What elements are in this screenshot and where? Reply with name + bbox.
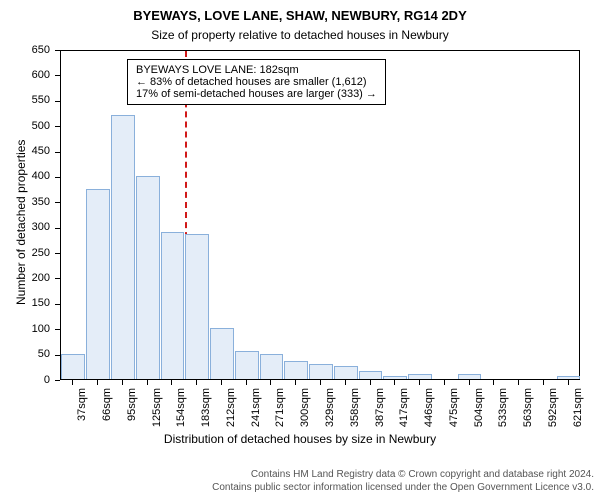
x-tick-label: 417sqm — [398, 388, 410, 438]
x-tick-mark — [122, 380, 123, 385]
y-tick-label: 0 — [0, 374, 50, 386]
x-tick-label: 183sqm — [200, 388, 212, 438]
y-tick-mark — [55, 228, 60, 229]
y-tick-mark — [55, 75, 60, 76]
y-tick-mark — [55, 380, 60, 381]
x-tick-label: 66sqm — [101, 388, 113, 438]
y-tick-mark — [55, 177, 60, 178]
y-tick-label: 450 — [0, 145, 50, 157]
x-tick-label: 358sqm — [349, 388, 361, 438]
histogram-bar — [284, 361, 308, 379]
y-tick-label: 250 — [0, 247, 50, 259]
y-tick-mark — [55, 50, 60, 51]
x-tick-label: 446sqm — [423, 388, 435, 438]
histogram-bar — [458, 374, 482, 379]
y-tick-mark — [55, 278, 60, 279]
annotation-line-1: BYEWAYS LOVE LANE: 182sqm — [136, 64, 377, 76]
x-tick-mark — [246, 380, 247, 385]
x-tick-label: 533sqm — [497, 388, 509, 438]
y-tick-label: 100 — [0, 323, 50, 335]
x-tick-mark — [370, 380, 371, 385]
x-tick-mark — [196, 380, 197, 385]
y-tick-label: 400 — [0, 170, 50, 182]
footer-line-2: Contains public sector information licen… — [212, 482, 594, 495]
histogram-bar — [86, 189, 110, 379]
chart-title: BYEWAYS, LOVE LANE, SHAW, NEWBURY, RG14 … — [0, 8, 600, 23]
histogram-bar — [161, 232, 185, 379]
x-tick-label: 300sqm — [299, 388, 311, 438]
histogram-bar — [210, 328, 234, 379]
x-tick-label: 37sqm — [76, 388, 88, 438]
x-tick-mark — [221, 380, 222, 385]
x-tick-label: 563sqm — [522, 388, 534, 438]
histogram-bar — [260, 354, 284, 379]
histogram-bar — [309, 364, 333, 379]
x-tick-mark — [543, 380, 544, 385]
x-tick-mark — [518, 380, 519, 385]
y-tick-mark — [55, 152, 60, 153]
histogram-bar — [235, 351, 259, 379]
x-tick-label: 95sqm — [126, 388, 138, 438]
x-tick-mark — [568, 380, 569, 385]
footer-line-1: Contains HM Land Registry data © Crown c… — [212, 469, 594, 482]
y-tick-label: 600 — [0, 69, 50, 81]
x-tick-mark — [469, 380, 470, 385]
x-tick-label: 475sqm — [448, 388, 460, 438]
x-tick-label: 387sqm — [374, 388, 386, 438]
histogram-bar — [359, 371, 383, 379]
plot-area: BYEWAYS LOVE LANE: 182sqm ← 83% of detac… — [60, 50, 580, 380]
x-tick-mark — [444, 380, 445, 385]
histogram-bar — [61, 354, 85, 379]
chart-container: BYEWAYS, LOVE LANE, SHAW, NEWBURY, RG14 … — [0, 0, 600, 500]
x-tick-mark — [345, 380, 346, 385]
histogram-bar — [334, 366, 358, 379]
x-tick-label: 504sqm — [473, 388, 485, 438]
x-tick-mark — [97, 380, 98, 385]
y-tick-label: 650 — [0, 44, 50, 56]
annotation-line-2: ← 83% of detached houses are smaller (1,… — [136, 76, 377, 88]
y-tick-mark — [55, 202, 60, 203]
y-tick-label: 50 — [0, 348, 50, 360]
y-tick-label: 500 — [0, 120, 50, 132]
y-tick-mark — [55, 355, 60, 356]
y-tick-mark — [55, 101, 60, 102]
y-tick-label: 300 — [0, 221, 50, 233]
histogram-bar — [557, 376, 581, 379]
x-tick-label: 621sqm — [572, 388, 584, 438]
x-tick-mark — [147, 380, 148, 385]
x-tick-mark — [320, 380, 321, 385]
chart-subtitle: Size of property relative to detached ho… — [0, 28, 600, 42]
y-tick-mark — [55, 304, 60, 305]
x-tick-label: 154sqm — [175, 388, 187, 438]
x-tick-mark — [171, 380, 172, 385]
x-tick-label: 329sqm — [324, 388, 336, 438]
x-tick-label: 212sqm — [225, 388, 237, 438]
x-tick-mark — [419, 380, 420, 385]
histogram-bar — [136, 176, 160, 379]
annotation-box: BYEWAYS LOVE LANE: 182sqm ← 83% of detac… — [127, 59, 386, 105]
y-tick-label: 350 — [0, 196, 50, 208]
y-tick-mark — [55, 126, 60, 127]
x-tick-mark — [270, 380, 271, 385]
histogram-bar — [383, 376, 407, 379]
y-tick-mark — [55, 329, 60, 330]
x-tick-mark — [72, 380, 73, 385]
y-tick-label: 200 — [0, 272, 50, 284]
attribution-footer: Contains HM Land Registry data © Crown c… — [212, 469, 594, 494]
histogram-bar — [111, 115, 135, 379]
x-tick-label: 592sqm — [547, 388, 559, 438]
y-tick-label: 150 — [0, 297, 50, 309]
annotation-line-3: 17% of semi-detached houses are larger (… — [136, 88, 377, 100]
x-tick-label: 271sqm — [274, 388, 286, 438]
x-tick-mark — [394, 380, 395, 385]
y-tick-mark — [55, 253, 60, 254]
x-tick-mark — [493, 380, 494, 385]
x-tick-label: 241sqm — [250, 388, 262, 438]
y-tick-label: 550 — [0, 94, 50, 106]
x-tick-mark — [295, 380, 296, 385]
x-tick-label: 125sqm — [151, 388, 163, 438]
histogram-bar — [408, 374, 432, 379]
histogram-bar — [185, 234, 209, 379]
